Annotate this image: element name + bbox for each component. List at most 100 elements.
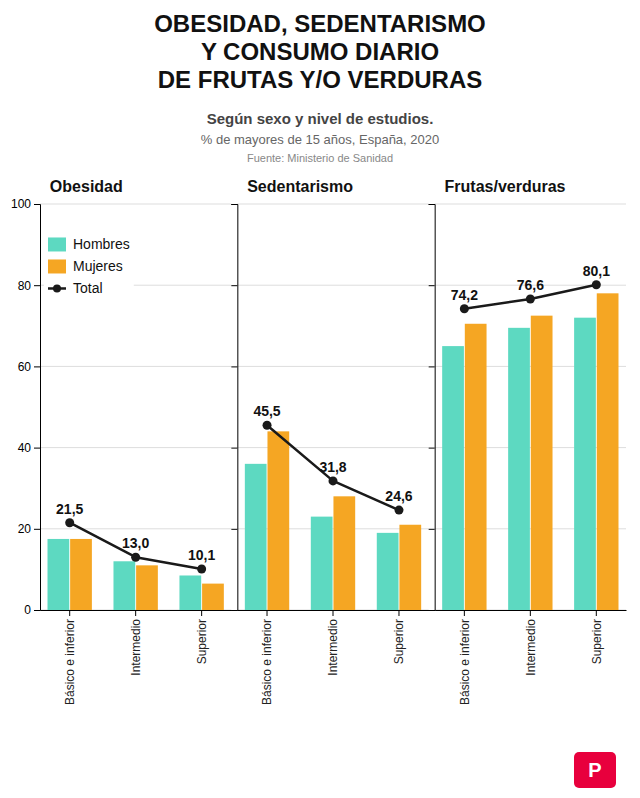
x-tick: Intermedio [326,610,340,676]
x-tick-label: Superior [590,619,604,664]
y-tick [231,204,237,205]
y-tick: 80 [18,279,40,293]
bar [465,324,487,610]
y-tick-label: 80 [18,279,32,293]
y-tick-mark [429,204,435,205]
x-tick: Básico e inferior [63,610,77,705]
y-tick [429,366,435,367]
bar [377,533,399,610]
grid [435,204,626,610]
y-tick [429,285,435,286]
data-labels: 45,531,824,6 [253,403,412,504]
x-tick-label: Básico e inferior [458,619,472,705]
logo-box [574,752,616,788]
grid-line [40,366,231,367]
x-tick: Superior [195,610,209,664]
x-tick-label: Intermedio [524,619,538,676]
y-tick-mark [34,610,40,611]
total-marker [592,280,601,289]
y-tick [429,204,435,205]
total-marker [526,295,535,304]
y-tick: 0 [24,603,40,617]
legend-marker [53,284,61,292]
x-tick-label: Básico e inferior [260,619,274,705]
data-label: 45,5 [253,403,280,419]
bar [267,431,289,610]
y-tick [231,529,237,530]
y-tick-mark [231,448,237,449]
total-marker [197,564,206,573]
panel-title: Sedentarismo [247,178,353,195]
y-tick-mark [34,204,40,205]
legend-label: Hombres [73,236,130,252]
grid-line [237,285,428,286]
legend-entry: Mujeres [48,258,123,274]
total-line [70,523,202,569]
y-axis: 0 20 40 60 80 100 [11,197,41,617]
legend-entry: Total [48,280,103,296]
data-label: 76,6 [517,277,544,293]
bar [202,584,224,610]
y-tick-label: 40 [18,441,32,455]
grid-line [237,204,428,205]
y-tick [231,610,237,611]
x-axis: Básico e inferiorIntermedioSuperior [238,610,429,705]
x-tick-mark [267,610,268,616]
logo: P [574,752,616,788]
bar [179,575,201,610]
y-tick-label: 0 [24,603,31,617]
legend-swatch [48,237,66,251]
y-tick [429,529,435,530]
y-tick [231,366,237,367]
y-axis [429,205,436,611]
y-tick-label: 60 [18,360,32,374]
total-marker [460,304,469,313]
y-axis-line [429,205,436,611]
bar [399,525,421,610]
panel: Sedentarismo 45,531,824,6 Básico e inferio… [231,178,429,705]
y-tick-mark [231,366,237,367]
data-labels: 74,276,680,1 [451,263,610,303]
title: Y CONSUMO DIARIO [201,38,439,65]
data-labels: 21,513,010,1 [56,501,215,563]
legend-swatch [48,259,66,273]
total-marker [263,421,272,430]
x-tick-mark [530,610,531,616]
grid [40,204,231,610]
grid-line [435,204,626,205]
bar [113,561,135,610]
subtitle: Según sexo y nivel de estudios. [207,110,434,127]
y-tick-mark [34,366,40,367]
x-tick: Básico e inferior [458,610,472,705]
subtitle: % de mayores de 15 años, España, 2020 [201,132,440,147]
bar [311,517,333,610]
y-tick-mark [429,529,435,530]
total-marker [394,506,403,515]
plot-area [442,280,618,610]
x-tick-label: Intermedio [129,619,143,676]
legend-background [44,233,134,299]
y-tick-mark [34,285,40,286]
x-tick: Básico e inferior [260,610,274,705]
y-tick-mark [231,529,237,530]
bar [574,318,596,610]
y-tick-label: 100 [11,197,31,211]
grid-line [237,366,428,367]
y-tick-mark [34,448,40,449]
title: OBESIDAD, SEDENTARISMO [154,10,486,37]
data-label: 21,5 [56,501,83,517]
bar [531,316,553,610]
legend-entry: Hombres [48,236,130,252]
x-tick-label: Intermedio [326,619,340,676]
total-marker [329,476,338,485]
plot-area [48,518,224,610]
bar [442,346,464,610]
data-label: 74,2 [451,287,478,303]
y-tick: 20 [18,522,40,536]
panel-title: Frutas/verduras [445,178,566,195]
data-label: 24,6 [385,488,412,504]
y-tick-mark [231,204,237,205]
y-tick-mark [34,529,40,530]
y-tick-mark [231,285,237,286]
y-tick [429,610,435,611]
